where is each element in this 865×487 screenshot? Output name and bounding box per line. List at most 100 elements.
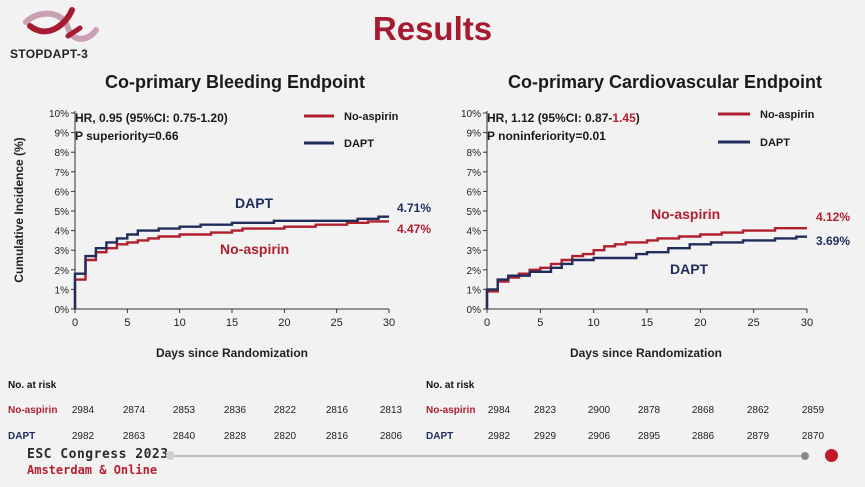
- y-tick-label: 3%: [55, 246, 70, 257]
- at-risk-value: 2859: [801, 405, 825, 416]
- bleeding-panel: Cumulative Incidence (%) Days since Rand…: [12, 109, 431, 360]
- at-risk-value: 2853: [172, 405, 196, 416]
- y-tick-label: 8%: [467, 148, 482, 159]
- y-tick-label: 1%: [55, 285, 70, 296]
- at-risk-value: 2836: [223, 405, 247, 416]
- x-tick-label: 5: [124, 317, 130, 329]
- y-tick-label: 9%: [55, 129, 70, 140]
- x-tick-label: 0: [484, 317, 490, 329]
- x-tick-label: 15: [226, 317, 238, 329]
- y-tick-label: 7%: [55, 168, 70, 179]
- at-risk-value: 2878: [637, 405, 661, 416]
- legend-label-no-aspirin: No-aspirin: [344, 111, 399, 123]
- y-tick-label: 4%: [467, 227, 482, 238]
- at-risk-value: 2828: [223, 431, 247, 442]
- stats-hr-post: ): [636, 111, 640, 125]
- stats-hr: HR, 1.12 (95%CI: 0.87-1.45): [487, 111, 640, 125]
- inline-label-dapt: DAPT: [670, 261, 709, 277]
- y-tick-label: 6%: [467, 187, 482, 198]
- chart-title-bleeding: Co-primary Bleeding Endpoint: [104, 72, 365, 92]
- legend-label-dapt: DAPT: [760, 137, 790, 149]
- x-tick-label: 20: [694, 317, 706, 329]
- at-risk-value: 2982: [487, 431, 511, 442]
- y-tick-label: 10%: [49, 109, 69, 120]
- at-risk-value: 2806: [379, 431, 403, 442]
- series-line-dapt: [73, 215, 389, 309]
- series-line-dapt: [485, 235, 807, 309]
- at-risk-value: 2862: [746, 405, 770, 416]
- y-tick-label: 3%: [467, 246, 482, 257]
- stats-hr-upper: 1.45: [612, 111, 636, 125]
- at-risk-value: 2886: [691, 431, 715, 442]
- y-axis-label: Cumulative Incidence (%): [12, 137, 26, 282]
- at-risk-value: 2813: [379, 405, 403, 416]
- inline-label-dapt: DAPT: [235, 195, 274, 211]
- end-label-dapt: 4.71%: [397, 201, 431, 215]
- y-tick-label: 7%: [467, 168, 482, 179]
- at-risk-value: 2868: [691, 405, 715, 416]
- logo-text: STOPDAPT-3: [10, 47, 89, 61]
- x-tick-label: 10: [174, 317, 186, 329]
- x-tick-label: 25: [331, 317, 343, 329]
- x-tick-label: 0: [72, 317, 78, 329]
- legend-label-dapt: DAPT: [344, 138, 374, 150]
- at-risk-value: 2816: [325, 405, 349, 416]
- end-label-dapt: 3.69%: [816, 234, 850, 248]
- x-tick-label: 30: [801, 317, 813, 329]
- series-line-no-aspirin: [73, 220, 389, 309]
- stats-hr-pre: HR, 1.12 (95%CI: 0.87-: [487, 111, 612, 125]
- y-tick-label: 5%: [467, 207, 482, 218]
- y-tick-label: 8%: [55, 148, 70, 159]
- y-tick-label: 0%: [467, 305, 482, 316]
- chart-title-cardiovascular: Co-primary Cardiovascular Endpoint: [507, 72, 823, 92]
- at-risk-value: 2874: [122, 405, 146, 416]
- page-title: Results: [372, 10, 493, 47]
- at-risk-value: 2840: [172, 431, 196, 442]
- stopdapt-logo: [23, 7, 99, 42]
- at-risk-value: 2984: [71, 405, 95, 416]
- footer-dot-end: [825, 449, 838, 462]
- series-line-no-aspirin: [485, 227, 807, 309]
- congress-location: Amsterdam & Online: [27, 463, 158, 477]
- legend-label-no-aspirin: No-aspirin: [760, 109, 815, 121]
- y-tick-label: 10%: [461, 109, 481, 120]
- at-risk-value: 2822: [273, 405, 297, 416]
- x-tick-label: 15: [641, 317, 653, 329]
- y-tick-label: 6%: [55, 187, 70, 198]
- x-tick-label: 30: [383, 317, 395, 329]
- at-risk-value: 2900: [587, 405, 611, 416]
- at-risk-value: 2929: [533, 431, 557, 442]
- at-risk-value: 2823: [533, 405, 557, 416]
- at-risk-value: 2984: [487, 405, 511, 416]
- footer-progress-track: [170, 455, 806, 457]
- y-tick-label: 1%: [467, 285, 482, 296]
- at-risk-label-no-aspirin: No-aspirin: [8, 405, 58, 416]
- y-tick-label: 5%: [55, 207, 70, 218]
- footer-dot-start: [166, 451, 175, 460]
- at-risk-value: 2982: [71, 431, 95, 442]
- end-label-no-aspirin: 4.12%: [816, 210, 850, 224]
- x-axis-label: Days since Randomization: [156, 346, 308, 360]
- cardiovascular-panel: Days since Randomization HR, 1.12 (95%CI…: [461, 109, 850, 360]
- at-risk-header: No. at risk: [426, 380, 475, 391]
- inline-label-no-aspirin: No-aspirin: [220, 241, 289, 257]
- y-tick-label: 2%: [467, 266, 482, 277]
- at-risk-value: 2820: [273, 431, 297, 442]
- at-risk-value: 2863: [122, 431, 146, 442]
- y-tick-label: 2%: [55, 266, 70, 277]
- at-risk-value: 2816: [325, 431, 349, 442]
- x-tick-label: 10: [588, 317, 600, 329]
- at-risk-label-no-aspirin: No-aspirin: [426, 405, 476, 416]
- inline-label-no-aspirin: No-aspirin: [651, 206, 720, 222]
- stats-hr: HR, 0.95 (95%CI: 0.75-1.20): [75, 111, 228, 125]
- stats-p: P superiority=0.66: [75, 129, 179, 143]
- congress-name: ESC Congress 2023: [27, 447, 169, 462]
- at-risk-label-dapt: DAPT: [426, 431, 454, 442]
- footer-dot-mid: [801, 452, 809, 460]
- y-tick-label: 9%: [467, 129, 482, 140]
- stats-p: P noninferiority=0.01: [487, 129, 606, 143]
- at-risk-header: No. at risk: [8, 380, 57, 391]
- y-tick-label: 4%: [55, 227, 70, 238]
- at-risk-value: 2906: [587, 431, 611, 442]
